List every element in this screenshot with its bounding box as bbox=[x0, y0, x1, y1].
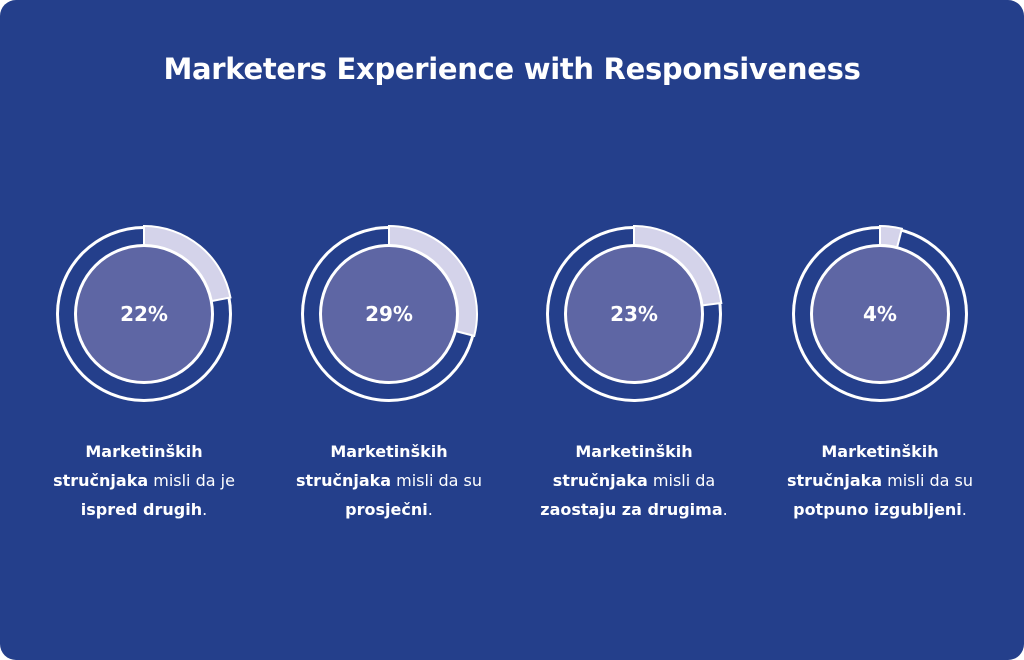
donut-chart: 23% bbox=[546, 224, 723, 402]
caption-text: . bbox=[961, 500, 967, 519]
donut-center bbox=[567, 247, 701, 381]
caption-bold-text: zaostaju za drugima bbox=[540, 500, 723, 519]
caption: Marketinških stručnjaka misli da su potpun… bbox=[770, 437, 990, 524]
caption-bold-text: stručnjaka bbox=[53, 471, 149, 490]
donut-center bbox=[813, 247, 947, 381]
chart-title: Marketers Experience with Responsiveness bbox=[163, 52, 861, 86]
caption-bold-text: prosječni bbox=[345, 500, 428, 519]
caption: Marketinških stručnjaka misli da zaostaju … bbox=[524, 437, 744, 524]
donut-center bbox=[322, 247, 456, 381]
donut-chart: 4% bbox=[792, 224, 968, 402]
caption-text: . bbox=[427, 500, 433, 519]
caption-bold-text: Marketinških bbox=[330, 442, 448, 461]
caption-bold-text: stručnjaka bbox=[552, 471, 648, 490]
caption-text: misli da su bbox=[882, 471, 973, 490]
percent-label: 23% bbox=[610, 302, 658, 326]
caption-text: . bbox=[722, 500, 728, 519]
caption-text: misli da bbox=[647, 471, 716, 490]
donut-chart: 29% bbox=[301, 224, 478, 402]
caption-bold-text: Marketinških bbox=[821, 442, 939, 461]
percent-label: 29% bbox=[365, 302, 413, 326]
caption: Marketinških stručnjaka misli da su prosje… bbox=[279, 437, 499, 524]
caption-bold-text: Marketinških bbox=[85, 442, 203, 461]
caption: Marketinških stručnjaka misli da je ispred… bbox=[34, 437, 254, 524]
caption-bold-text: stručnjaka bbox=[296, 471, 392, 490]
caption-bold-text: stručnjaka bbox=[787, 471, 883, 490]
caption-text: misli da su bbox=[391, 471, 482, 490]
caption-text: . bbox=[202, 500, 208, 519]
caption-bold-text: potpuno izgubljeni bbox=[793, 500, 962, 519]
donut-chart: 22% bbox=[56, 224, 232, 402]
percent-label: 4% bbox=[863, 302, 897, 326]
caption-bold-text: ispred drugih bbox=[80, 500, 203, 519]
caption-text: misli da je bbox=[148, 471, 235, 490]
caption-bold-text: Marketinških bbox=[575, 442, 693, 461]
donut-center bbox=[77, 247, 211, 381]
percent-label: 22% bbox=[120, 302, 168, 326]
